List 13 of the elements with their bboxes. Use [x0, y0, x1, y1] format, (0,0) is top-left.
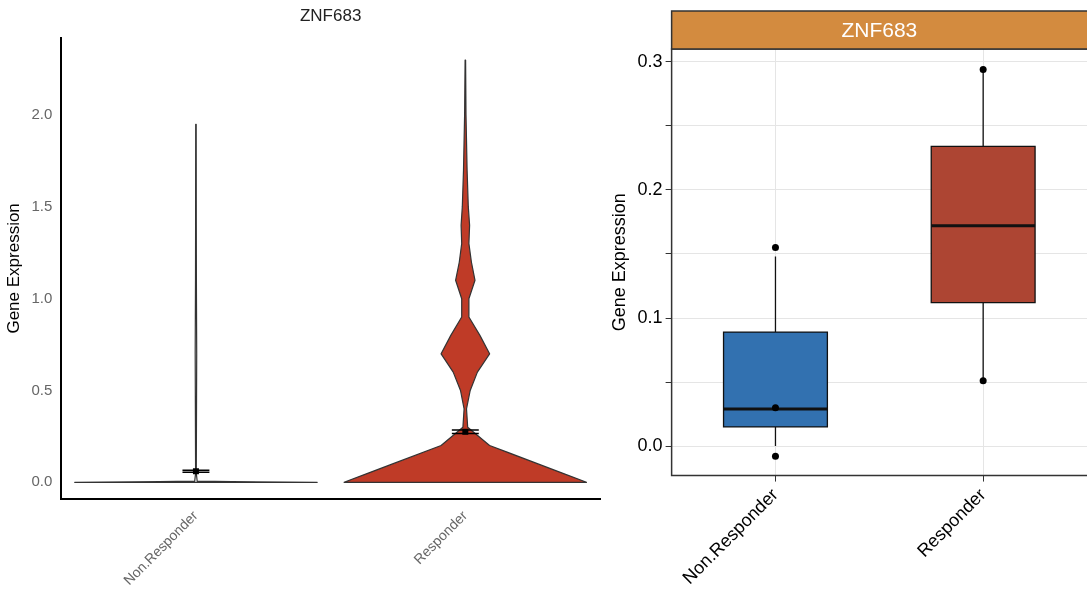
y-axis-title: Gene Expression [3, 203, 23, 334]
y-tick-label: 0.2 [637, 178, 663, 199]
y-tick-label: 1.5 [31, 197, 53, 215]
y-tick-label: 0.0 [31, 472, 53, 490]
y-tick-label: 0.1 [637, 306, 663, 327]
chart-title: ZNF683 [841, 17, 918, 41]
chart-title: ZNF683 [299, 5, 362, 25]
y-tick-label: 0.5 [31, 380, 53, 398]
y-axis-title: Gene Expression [608, 193, 629, 332]
y-tick-label: 1.0 [31, 288, 53, 306]
y-tick-label: 0.3 [637, 50, 663, 71]
y-tick-label: 2.0 [31, 105, 53, 123]
y-tick-label: 0.0 [637, 435, 663, 456]
